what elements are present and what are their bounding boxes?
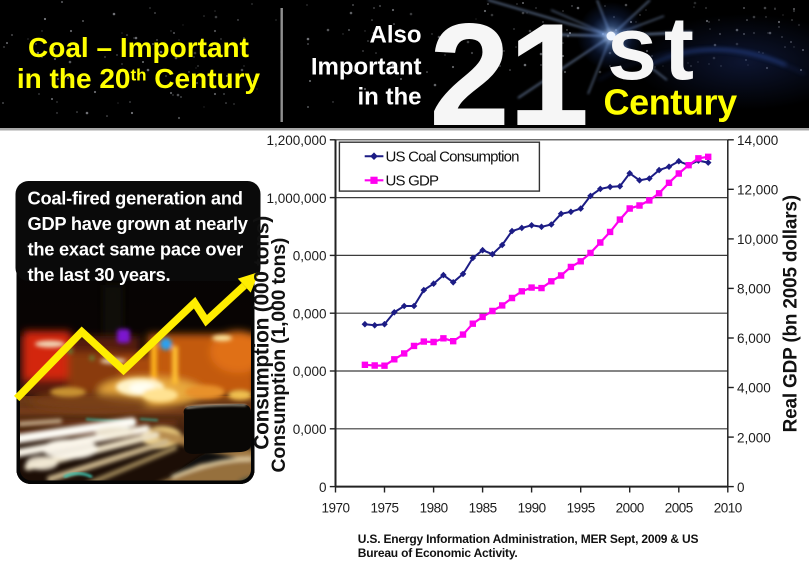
svg-text:2000: 2000 <box>616 501 644 516</box>
svg-text:6,000: 6,000 <box>737 331 771 346</box>
svg-text:Century: Century <box>604 82 738 123</box>
svg-text:12,000: 12,000 <box>737 183 778 198</box>
svg-text:Bureau of Economic Activity.: Bureau of Economic Activity. <box>358 546 518 560</box>
svg-text:2010: 2010 <box>714 501 742 516</box>
svg-text:0,000: 0,000 <box>293 306 327 321</box>
svg-text:0,000: 0,000 <box>293 422 327 437</box>
svg-text:0,000: 0,000 <box>293 249 327 264</box>
svg-text:8,000: 8,000 <box>737 282 771 297</box>
svg-text:1995: 1995 <box>567 501 595 516</box>
svg-text:Coal – Important: Coal – Important <box>28 32 249 63</box>
svg-text:1,000,000: 1,000,000 <box>266 191 326 206</box>
svg-text:in the 20th Century: in the 20th Century <box>17 63 261 94</box>
svg-text:14,000: 14,000 <box>737 133 778 148</box>
svg-text:21: 21 <box>429 0 587 156</box>
svg-text:0,000: 0,000 <box>293 364 327 379</box>
svg-text:Real GDP (bn 2005 dollars): Real GDP (bn 2005 dollars) <box>781 195 802 432</box>
svg-text:10,000: 10,000 <box>737 232 778 247</box>
svg-text:the last 30 years.: the last 30 years. <box>28 264 171 285</box>
svg-text:2,000: 2,000 <box>737 430 771 445</box>
svg-text:in the: in the <box>358 84 422 111</box>
svg-text:0: 0 <box>737 480 745 495</box>
svg-text:1985: 1985 <box>469 501 497 516</box>
svg-text:1980: 1980 <box>420 501 448 516</box>
svg-text:2005: 2005 <box>665 501 693 516</box>
svg-text:1,200,000: 1,200,000 <box>266 133 326 148</box>
svg-text:Consumption (1,000 tons): Consumption (1,000 tons) <box>268 238 290 473</box>
svg-text:Consumption (000 tons): Consumption (000 tons) <box>251 216 274 450</box>
svg-text:1990: 1990 <box>518 501 546 516</box>
svg-text:Also: Also <box>369 22 421 49</box>
svg-text:Important: Important <box>311 54 422 81</box>
svg-text:the exact same pace over: the exact same pace over <box>28 239 244 260</box>
svg-text:Coal-fired generation and: Coal-fired generation and <box>28 188 243 209</box>
svg-text:US Coal Consumption: US Coal Consumption <box>386 149 520 166</box>
svg-text:GDP have grown at nearly: GDP have grown at nearly <box>28 213 249 234</box>
svg-text:st: st <box>607 0 701 99</box>
svg-text:1975: 1975 <box>370 501 398 516</box>
svg-text:US GDP: US GDP <box>386 173 440 190</box>
svg-text:1970: 1970 <box>321 501 349 516</box>
svg-text:4,000: 4,000 <box>737 381 771 396</box>
svg-text:U.S. Energy Information Admini: U.S. Energy Information Administration, … <box>358 532 699 546</box>
svg-text:0: 0 <box>319 480 327 495</box>
